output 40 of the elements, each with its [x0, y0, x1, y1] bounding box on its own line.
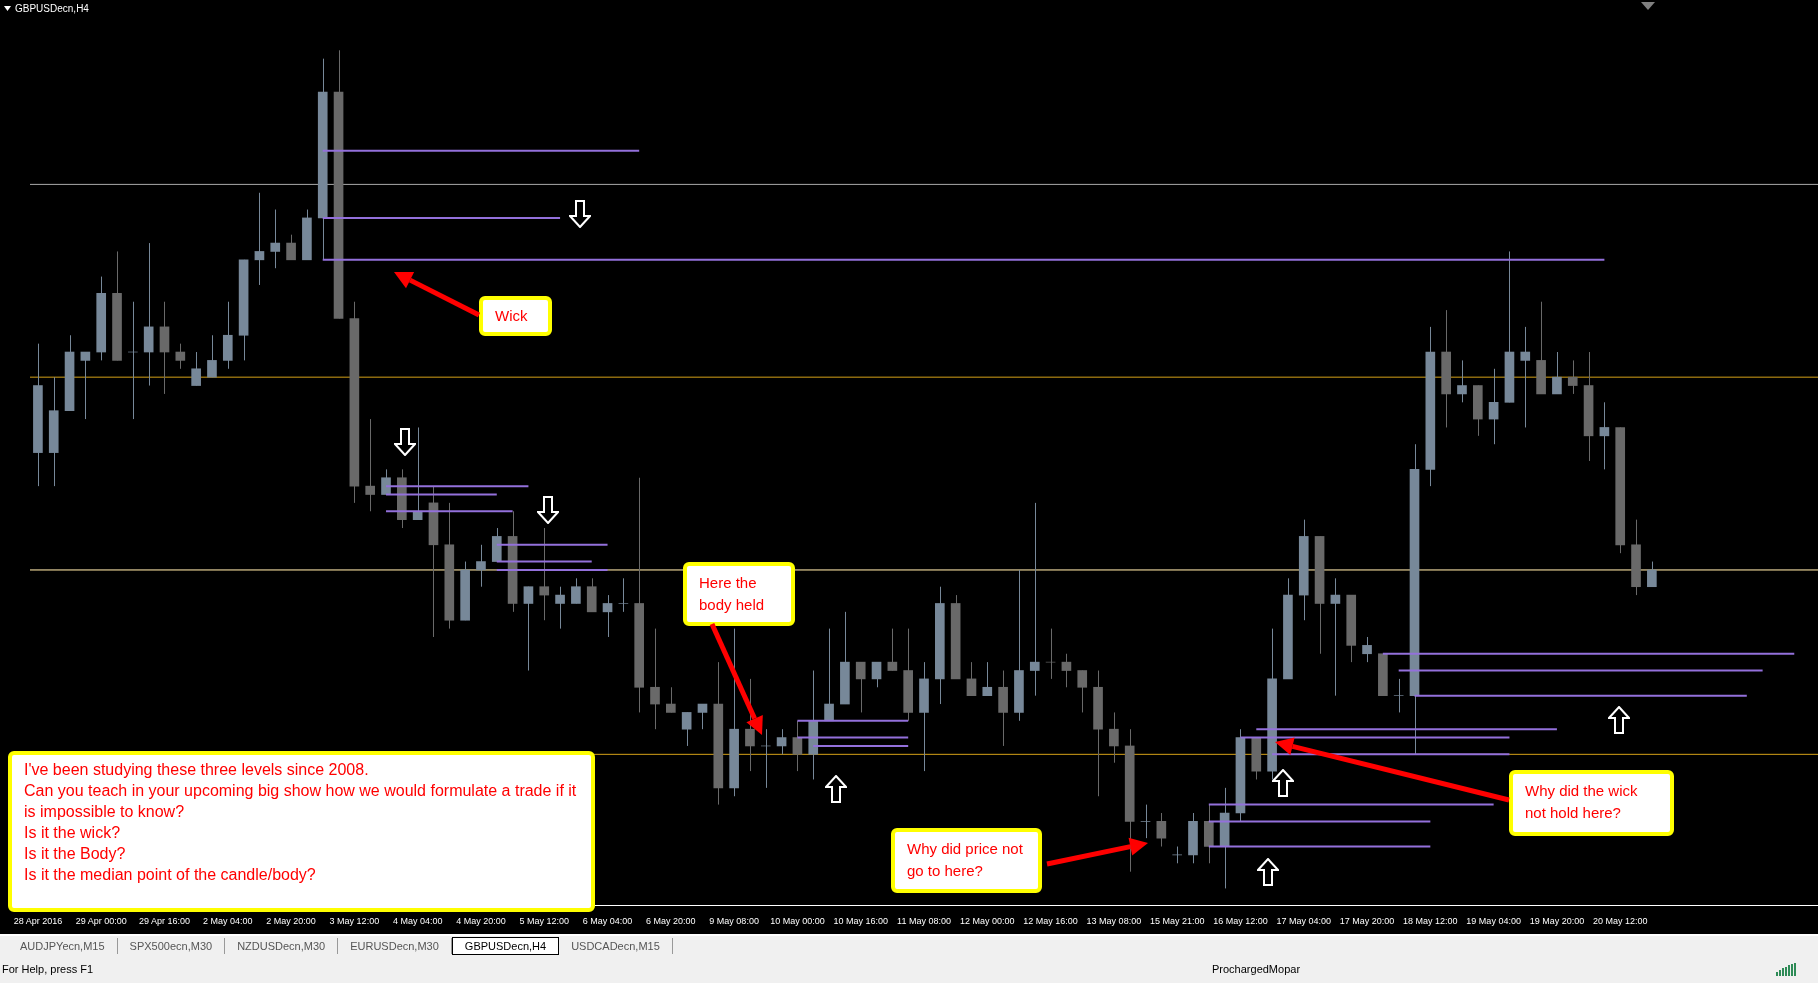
x-tick-label: 28 Apr 2016	[13, 916, 63, 927]
text: EURUSDecn,M30	[338, 938, 452, 954]
x-tick-label: 18 May 12:00	[1403, 916, 1458, 927]
x-tick-label: 6 May 04:00	[582, 916, 633, 927]
x-tick-label: 10 May 16:00	[833, 916, 888, 927]
x-tick-label: 2 May 04:00	[203, 916, 253, 927]
x-tick-label: 29 Apr 00:00	[75, 916, 127, 927]
x-tick-label: 10 May 00:00	[770, 916, 825, 927]
x-tick-label: 29 Apr 16:00	[138, 916, 191, 927]
x-tick-label: 16 May 12:00	[1213, 916, 1268, 927]
x-tick-label: 9 May 08:00	[709, 916, 759, 927]
x-tick-label: 6 May 20:00	[646, 916, 696, 927]
text: SPX500ecn,M30	[117, 938, 226, 954]
x-tick-label: 20 May 12:00	[1592, 916, 1648, 927]
x-tick-label: 4 May 20:00	[456, 916, 506, 927]
x-tick-label: 17 May 20:00	[1339, 916, 1395, 927]
chart-title: GBPUSDecn,H4	[15, 3, 89, 14]
callout-box: Why did the wick not hold here?	[1509, 770, 1674, 836]
text: AUDJPYecn,M15	[8, 938, 118, 954]
x-tick-label: 13 May 08:00	[1086, 916, 1142, 927]
text: For Help, press F1	[2, 963, 94, 975]
callout-box: Here the body held	[683, 562, 795, 626]
callout-box: Why did price not go to here?	[891, 828, 1042, 893]
x-tick-label: 19 May 04:00	[1466, 916, 1521, 927]
x-tick-label: 19 May 20:00	[1529, 916, 1585, 927]
x-tick-label: 3 May 12:00	[329, 916, 380, 927]
text: NZDUSDecn,M30	[225, 938, 339, 954]
text: GBPUSDecn,H4	[451, 937, 560, 955]
x-tick-label: 4 May 04:00	[392, 916, 443, 927]
x-tick-label: 11 May 08:00	[897, 916, 951, 927]
x-tick-label: 2 May 20:00	[266, 916, 316, 927]
x-tick-label: 5 May 12:00	[519, 916, 570, 927]
callout-box: I've been studying these three levels since 2008. Can you teach in your upcoming big show how we would formulate a trade if it is impossible to know? Is it the wick? Is it the Body? Is it the median point of the candle/body?	[8, 751, 595, 912]
callout-box: Wick	[479, 296, 552, 336]
x-tick-label: 17 May 04:00	[1276, 916, 1332, 927]
text: ProchargedMopar	[1212, 963, 1301, 975]
x-tick-label: 15 May 21:00	[1149, 916, 1205, 927]
x-tick-label: 12 May 00:00	[960, 916, 1015, 927]
text: USDCADecn,M15	[559, 938, 673, 954]
x-tick-label: 12 May 16:00	[1023, 916, 1078, 927]
